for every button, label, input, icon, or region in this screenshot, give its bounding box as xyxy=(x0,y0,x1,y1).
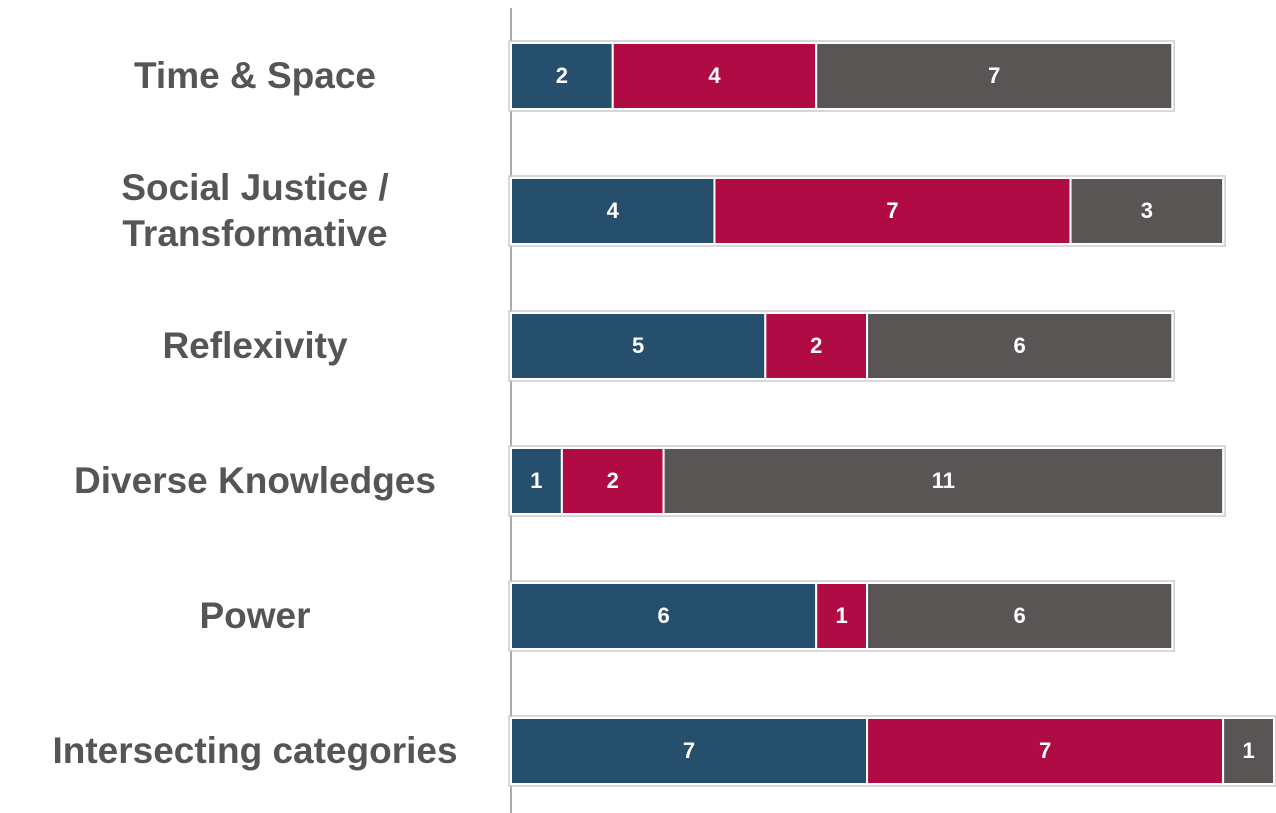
data-label: 7 xyxy=(886,198,898,223)
data-label: 11 xyxy=(932,468,955,493)
bar-segment xyxy=(815,42,1174,110)
bar-segment xyxy=(1222,717,1275,785)
bar-outline xyxy=(508,40,1176,112)
bar-outline xyxy=(508,310,1176,382)
data-label: 7 xyxy=(683,738,695,763)
bar-segment xyxy=(510,447,563,515)
bar-segment xyxy=(662,447,1225,515)
bar-outline xyxy=(508,445,1226,517)
bar-segment xyxy=(1069,177,1225,245)
category-label: Power xyxy=(199,595,311,636)
category-label: Diverse Knowledges xyxy=(74,460,436,501)
data-label: 2 xyxy=(810,333,822,358)
category-label: Intersecting categories xyxy=(52,730,458,771)
bar-outline xyxy=(508,175,1226,247)
bar-segment xyxy=(510,42,614,110)
data-label: 3 xyxy=(1141,198,1153,223)
category-label: Time & Space xyxy=(134,55,376,96)
data-label: 6 xyxy=(1014,603,1026,628)
bar-segment xyxy=(560,447,665,515)
bar-segment xyxy=(866,717,1225,785)
bar-segment xyxy=(866,312,1174,380)
data-label: 6 xyxy=(657,603,669,628)
bar-segment xyxy=(510,312,767,380)
data-label: 6 xyxy=(1014,333,1026,358)
bar-segment xyxy=(510,582,818,650)
data-label: 1 xyxy=(836,603,848,628)
data-label: 7 xyxy=(988,63,1000,88)
bar-outline xyxy=(508,715,1276,787)
data-label: 4 xyxy=(708,63,721,88)
data-label: 4 xyxy=(607,198,620,223)
data-label: 1 xyxy=(530,468,542,493)
data-label: 2 xyxy=(607,468,619,493)
data-label: 1 xyxy=(1242,738,1254,763)
category-label: Social Justice / Transformative xyxy=(121,167,389,254)
data-label: 2 xyxy=(556,63,568,88)
bar-segment xyxy=(866,582,1174,650)
bar-outline xyxy=(508,580,1176,652)
data-label: 7 xyxy=(1039,738,1051,763)
category-label: Reflexivity xyxy=(162,325,348,366)
bar-segment xyxy=(510,717,869,785)
bar-segment xyxy=(815,582,869,650)
data-label: 5 xyxy=(632,333,644,358)
